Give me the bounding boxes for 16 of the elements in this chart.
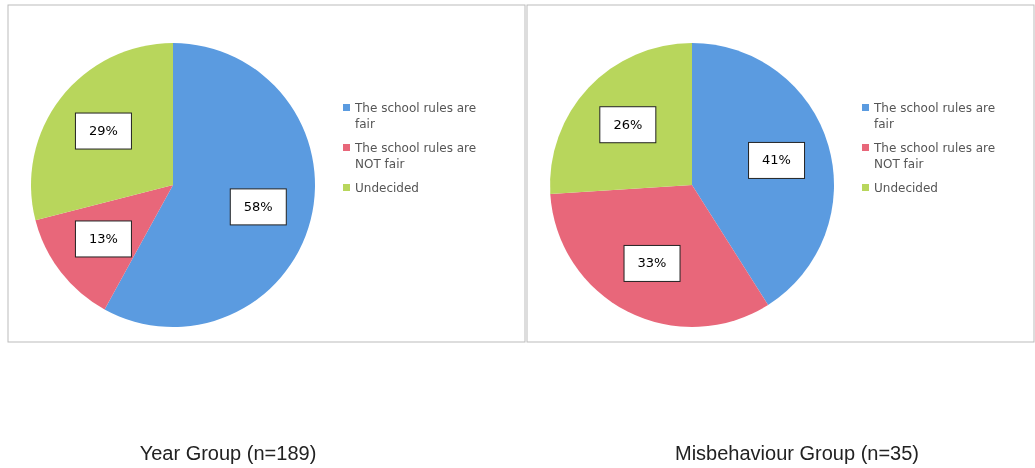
legend-label: The school rules are fair [354, 101, 477, 131]
legend-label: The school rules are NOT fair [873, 141, 996, 171]
pie-slice [550, 185, 769, 327]
data-label: 33% [637, 255, 667, 271]
data-label: 13% [88, 230, 118, 246]
legend-label: The school rules are fair [873, 101, 996, 131]
legend-label: The school rules are NOT fair [354, 141, 477, 171]
legend-label: Undecided [355, 181, 419, 195]
text: Misbehaviour Group (n=35) [674, 442, 920, 464]
data-label: 29% [88, 123, 118, 139]
text: Year Group (n=189) [139, 442, 317, 464]
pie-slice [692, 43, 834, 305]
data-label: 58% [243, 198, 273, 214]
legend-label: Undecided [874, 181, 938, 195]
data-label: 41% [762, 152, 791, 168]
data-label: 26% [613, 116, 643, 132]
